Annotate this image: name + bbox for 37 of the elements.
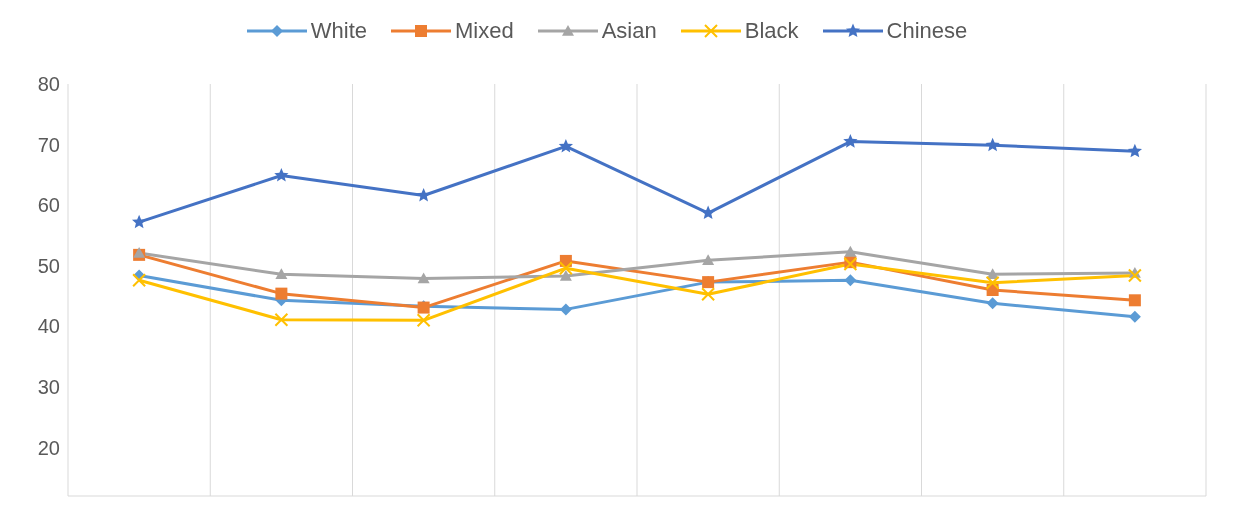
point	[985, 137, 1000, 152]
y-tick-label: 40	[37, 315, 60, 338]
point	[558, 261, 573, 276]
point	[1127, 268, 1142, 283]
point	[416, 187, 431, 202]
legend-label: Asian	[601, 18, 657, 44]
y-tick-label: 70	[37, 133, 60, 156]
y-tick-label: 20	[37, 436, 60, 459]
legend-label: Mixed	[455, 18, 514, 44]
point	[274, 167, 289, 182]
point	[275, 268, 288, 280]
point	[1128, 294, 1141, 307]
y-tick-label: 80	[37, 73, 60, 96]
point	[131, 214, 147, 229]
point	[417, 272, 430, 284]
point	[274, 312, 289, 327]
point	[1128, 310, 1141, 323]
point	[985, 275, 1000, 290]
legend-label: White	[310, 18, 367, 44]
y-tick-label: 60	[37, 194, 60, 217]
point	[701, 287, 716, 302]
point	[844, 245, 857, 257]
point	[558, 138, 574, 153]
point	[700, 205, 716, 220]
y-tick-label: 50	[37, 254, 60, 277]
legend-label: Chinese	[886, 18, 968, 44]
point	[416, 313, 431, 328]
point	[132, 273, 147, 288]
point	[702, 254, 715, 266]
point	[559, 270, 572, 281]
y-tick-label: 30	[37, 376, 60, 399]
point	[1127, 143, 1143, 158]
point	[843, 134, 858, 148]
legend-label: Black	[744, 18, 799, 44]
point	[275, 287, 288, 300]
point	[986, 297, 999, 310]
point	[844, 274, 857, 287]
